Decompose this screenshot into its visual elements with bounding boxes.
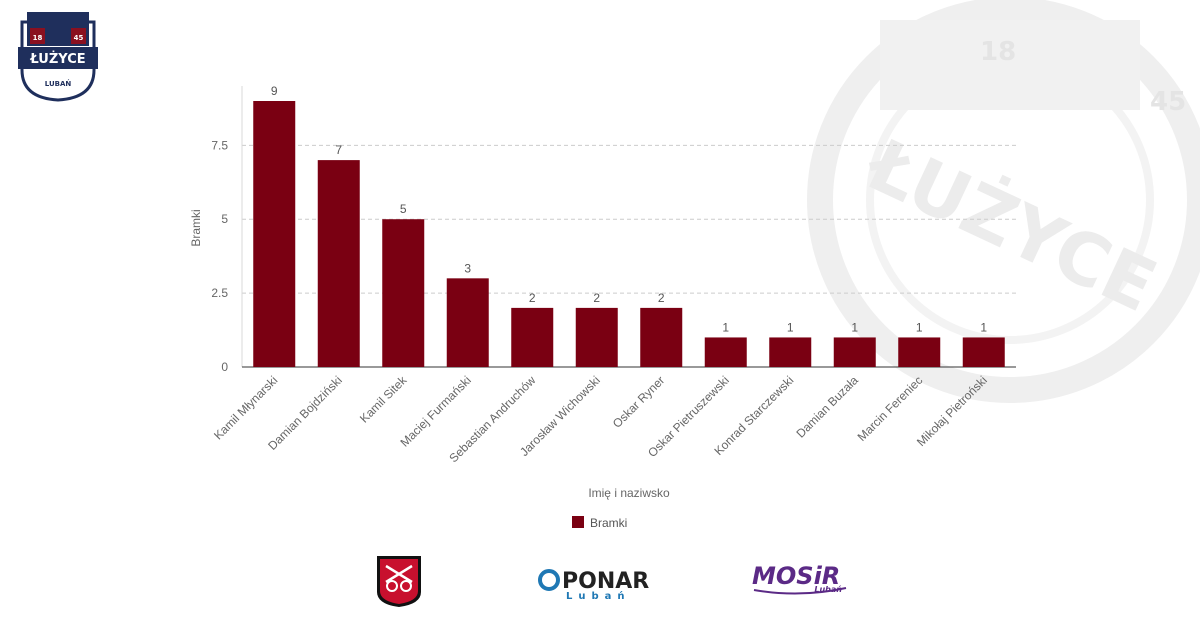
legend-swatch bbox=[572, 516, 584, 528]
x-tick-label: Kamil Sitek bbox=[357, 373, 410, 426]
sponsor-mosir-logo: MOSiR Lubań bbox=[752, 562, 847, 595]
x-tick-label: Kamil Młynarski bbox=[211, 373, 280, 442]
data-label: 1 bbox=[787, 320, 794, 334]
bar[interactable] bbox=[575, 307, 618, 367]
sponsor-ponar-logo: PONAR Lubań bbox=[538, 569, 649, 602]
bar[interactable] bbox=[253, 101, 296, 367]
x-tick-label: Oskar Ryner bbox=[610, 373, 668, 431]
club-logo: 18 45 ŁUŻYCE LUBAŃ bbox=[18, 12, 98, 102]
logo-club-name: ŁUŻYCE bbox=[29, 51, 85, 67]
watermark-year-right: 45 bbox=[1150, 87, 1186, 117]
legend-label: Bramki bbox=[590, 516, 627, 530]
data-label: 1 bbox=[851, 320, 858, 334]
watermark-crest: ŁUŻYCE 18 45 bbox=[807, 0, 1200, 403]
legend[interactable]: Bramki bbox=[572, 516, 627, 530]
watermark-year-left: 18 bbox=[980, 37, 1016, 67]
grid-lines bbox=[242, 144, 1016, 294]
bar[interactable] bbox=[898, 337, 941, 367]
watermark-club-name: ŁUŻYCE bbox=[852, 121, 1168, 328]
x-tick-label: Damian Buzała bbox=[793, 373, 861, 441]
data-labels: 9 7 5 3 2 2 2 1 1 1 1 1 bbox=[271, 84, 988, 334]
mosir-name: MOSiR bbox=[752, 562, 840, 590]
bar[interactable] bbox=[962, 337, 1005, 367]
bar[interactable] bbox=[511, 307, 554, 367]
y-tick-label: 2.5 bbox=[211, 286, 228, 300]
bar[interactable] bbox=[317, 160, 360, 367]
ponar-name: PONAR bbox=[562, 569, 649, 594]
logo-year-left: 18 bbox=[33, 34, 43, 42]
ponar-sub: Lubań bbox=[566, 590, 631, 602]
y-tick-label: 7.5 bbox=[211, 138, 228, 152]
x-axis-title: Imię i naziwsko bbox=[588, 486, 670, 500]
mosir-sub: Lubań bbox=[814, 585, 842, 594]
data-label: 2 bbox=[593, 291, 600, 305]
y-axis-title: Bramki bbox=[189, 209, 203, 246]
bar[interactable] bbox=[382, 219, 425, 367]
bar[interactable] bbox=[769, 337, 812, 367]
x-tick-label: Marcin Fereniec bbox=[855, 373, 926, 444]
data-label: 1 bbox=[916, 320, 923, 334]
bars bbox=[253, 101, 1005, 367]
y-tick-label: 0 bbox=[221, 360, 228, 374]
data-label: 9 bbox=[271, 84, 278, 98]
bar[interactable] bbox=[704, 337, 747, 367]
data-label: 1 bbox=[980, 320, 987, 334]
data-label: 1 bbox=[722, 320, 729, 334]
y-tick-labels: 0 2.5 5 7.5 bbox=[211, 138, 228, 374]
logo-city: LUBAŃ bbox=[45, 79, 72, 88]
data-label: 5 bbox=[400, 202, 407, 216]
data-label: 7 bbox=[335, 143, 342, 157]
logo-year-right: 45 bbox=[74, 34, 84, 42]
bar[interactable] bbox=[833, 337, 876, 367]
y-tick-label: 5 bbox=[221, 212, 228, 226]
data-label: 2 bbox=[529, 291, 536, 305]
data-label: 2 bbox=[658, 291, 665, 305]
bar[interactable] bbox=[640, 307, 683, 367]
bar[interactable] bbox=[446, 278, 489, 367]
data-label: 3 bbox=[464, 261, 471, 275]
sponsor-crest-logo bbox=[377, 556, 421, 607]
